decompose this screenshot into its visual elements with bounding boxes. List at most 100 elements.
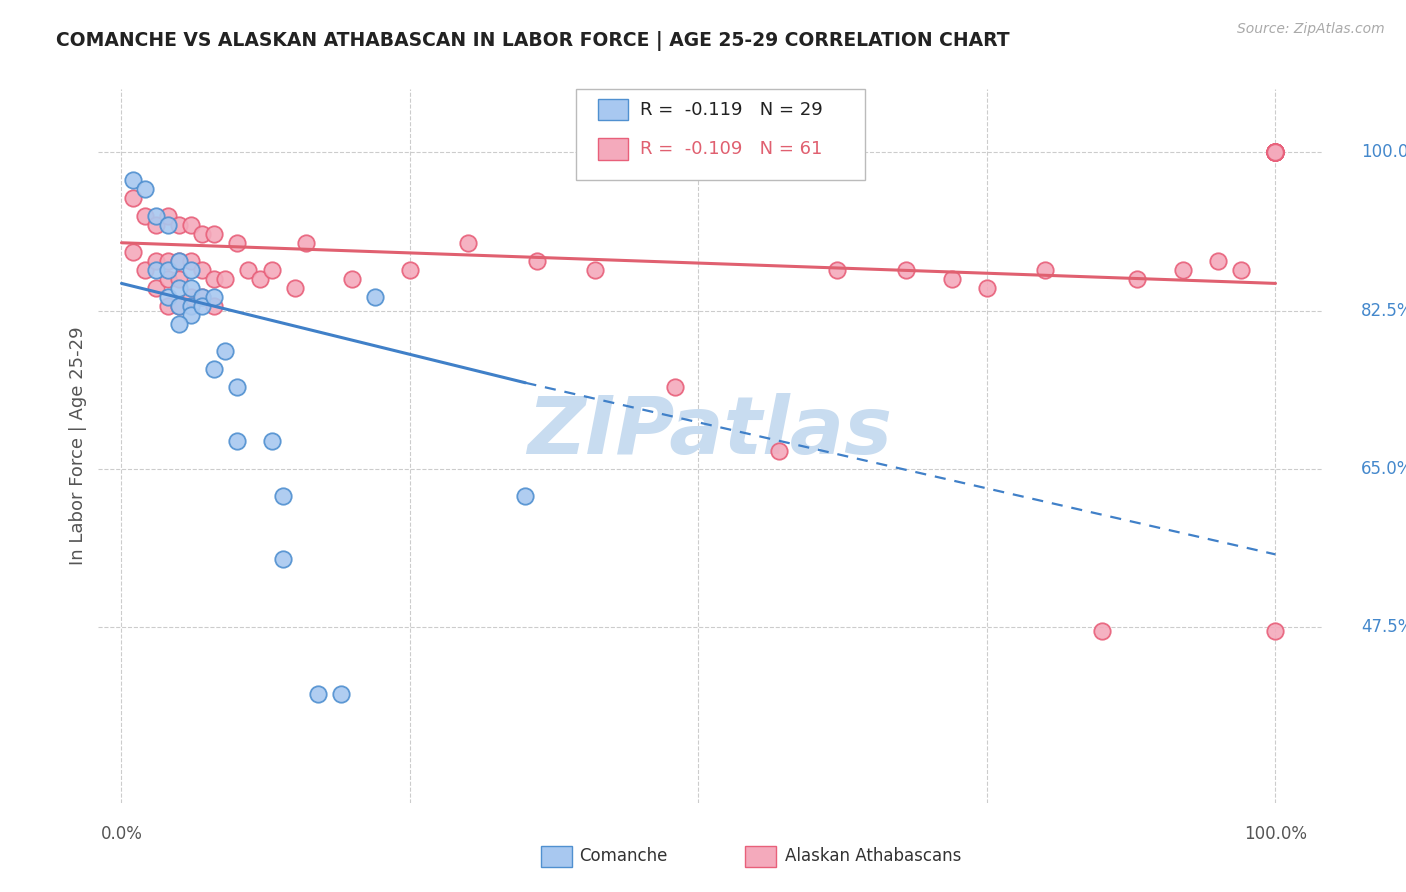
Point [1230,263,1253,277]
Point [180,218,202,232]
Text: 100.0%: 100.0% [1361,144,1406,161]
Text: R =  -0.119   N = 29: R = -0.119 N = 29 [640,101,823,119]
Point [122,191,145,205]
Point [202,290,225,304]
Point [156,263,179,277]
Point [1264,145,1286,160]
Point [191,299,214,313]
Point [941,272,963,286]
Point [202,299,225,313]
Point [515,489,537,503]
Point [1126,272,1149,286]
Point [156,290,179,304]
Point [180,290,202,304]
Point [214,272,236,286]
Point [134,209,156,223]
Point [271,552,294,566]
Point [225,380,247,394]
Point [768,443,790,458]
Point [122,244,145,259]
Point [145,281,167,295]
Text: Source: ZipAtlas.com: Source: ZipAtlas.com [1237,22,1385,37]
Point [1206,253,1229,268]
Point [167,218,190,232]
Point [1264,145,1286,160]
Point [134,181,156,195]
Point [191,263,214,277]
Point [238,263,260,277]
Point [191,290,214,304]
Point [1264,145,1286,160]
Point [260,434,283,449]
Point [167,317,190,331]
Point [1264,145,1286,160]
Point [1264,145,1286,160]
Point [399,263,422,277]
Point [342,272,364,286]
Text: 47.5%: 47.5% [1361,617,1406,636]
Point [134,263,156,277]
Point [1264,145,1286,160]
Point [202,227,225,241]
Text: 100.0%: 100.0% [1244,825,1308,843]
Point [825,263,848,277]
Point [156,272,179,286]
Text: Comanche: Comanche [579,847,668,865]
Point [976,281,998,295]
Point [583,263,606,277]
Point [180,281,202,295]
Point [156,218,179,232]
Point [307,687,329,701]
Point [167,253,190,268]
Point [180,253,202,268]
Point [284,281,307,295]
Point [202,362,225,376]
Point [1264,145,1286,160]
Point [145,209,167,223]
Point [1264,145,1286,160]
Point [225,434,247,449]
Point [156,209,179,223]
Point [191,227,214,241]
Point [156,299,179,313]
Point [167,272,190,286]
Point [225,235,247,250]
Point [295,235,318,250]
Point [167,281,190,295]
Point [122,172,145,186]
Point [191,290,214,304]
Point [1264,145,1286,160]
Point [260,263,283,277]
Point [457,235,479,250]
Point [1264,145,1286,160]
Point [1264,145,1286,160]
Text: R =  -0.109   N = 61: R = -0.109 N = 61 [640,140,823,158]
Text: 65.0%: 65.0% [1361,459,1406,477]
Text: ZIPatlas: ZIPatlas [527,392,893,471]
Point [1091,624,1114,639]
Point [249,272,271,286]
Point [271,489,294,503]
Point [180,299,202,313]
Point [1033,263,1056,277]
Point [145,218,167,232]
Point [180,263,202,277]
Point [214,344,236,359]
Point [180,308,202,322]
Point [329,687,352,701]
Point [896,263,918,277]
Point [526,253,548,268]
Point [202,272,225,286]
Point [156,253,179,268]
Point [1173,263,1195,277]
Point [167,299,190,313]
Text: 82.5%: 82.5% [1361,301,1406,319]
Text: 0.0%: 0.0% [101,825,142,843]
Point [664,380,686,394]
Text: Alaskan Athabascans: Alaskan Athabascans [785,847,960,865]
Y-axis label: In Labor Force | Age 25-29: In Labor Force | Age 25-29 [69,326,87,566]
Text: COMANCHE VS ALASKAN ATHABASCAN IN LABOR FORCE | AGE 25-29 CORRELATION CHART: COMANCHE VS ALASKAN ATHABASCAN IN LABOR … [56,31,1010,51]
Point [145,253,167,268]
Point [1264,624,1286,639]
Point [364,290,387,304]
